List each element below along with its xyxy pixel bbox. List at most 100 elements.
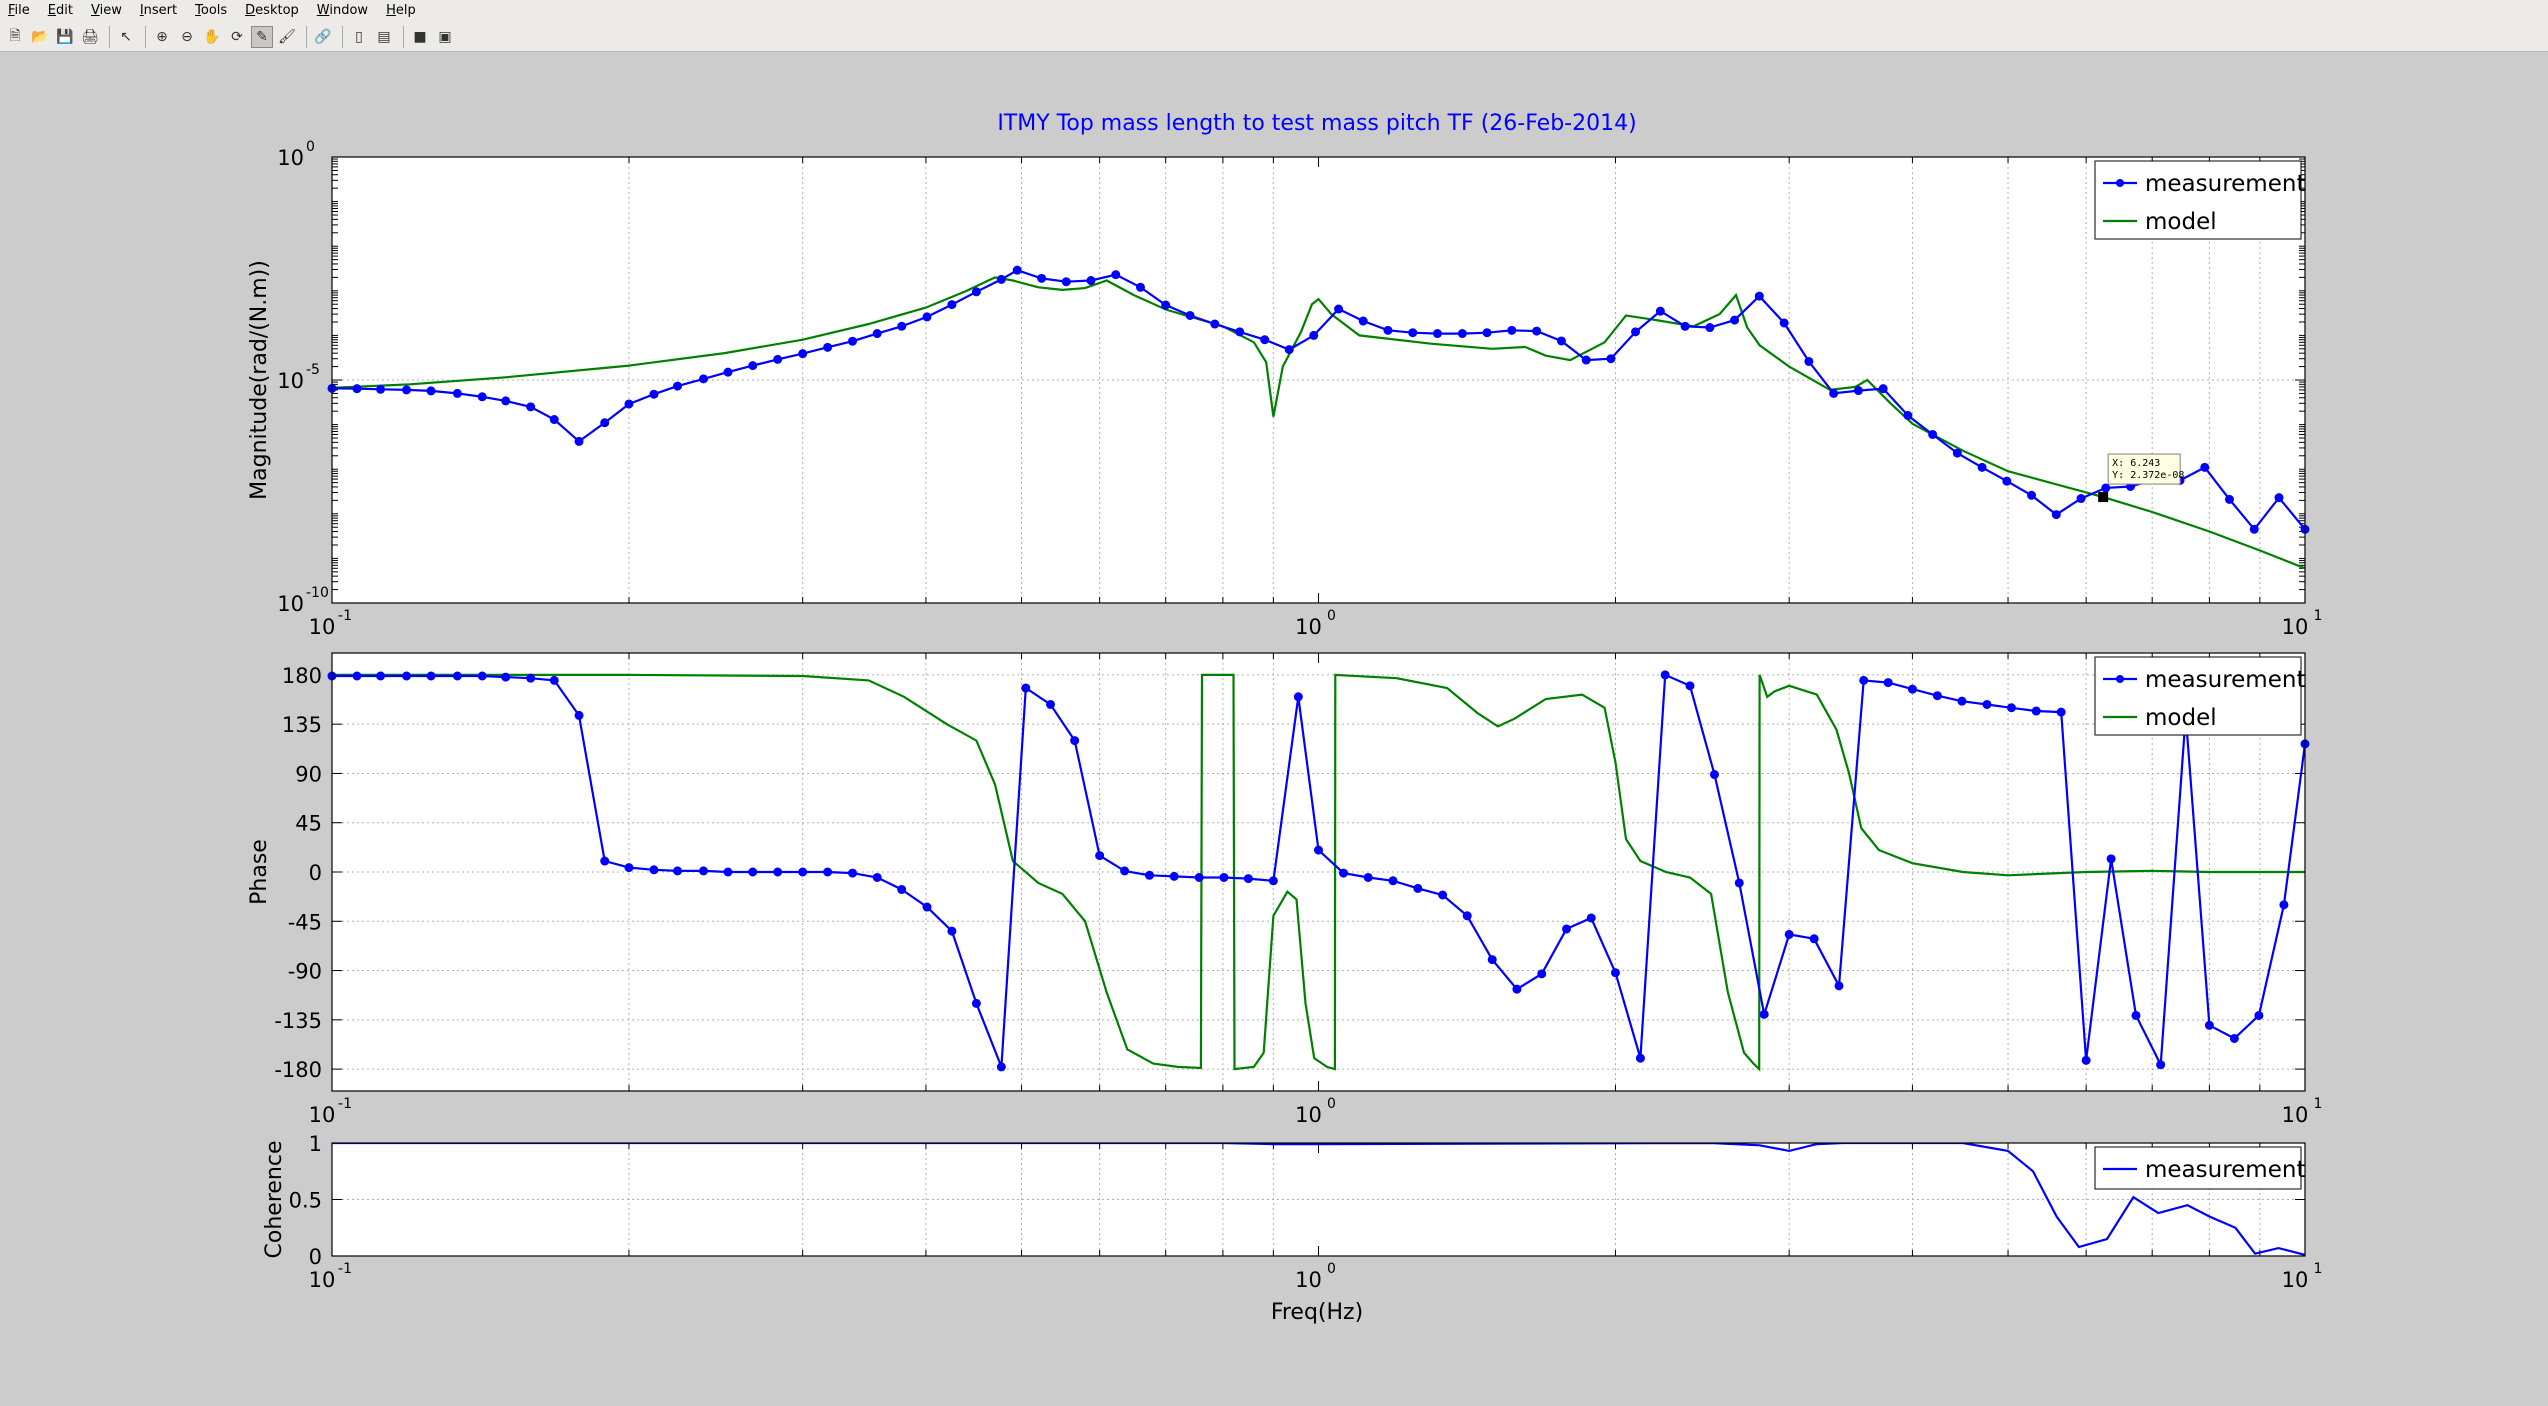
- measurement-marker: [1482, 328, 1492, 338]
- measurement-marker: [426, 671, 436, 681]
- legend-box[interactable]: measurement: [2094, 1146, 2305, 1190]
- measurement-marker: [848, 336, 858, 346]
- measurement-marker: [649, 865, 659, 875]
- measurement-marker: [1532, 326, 1542, 336]
- legend-icon[interactable]: ▤: [377, 28, 391, 45]
- zoom-in-icon[interactable]: ⊕: [156, 28, 168, 45]
- toolbar-separator: [306, 25, 307, 48]
- measurement-marker: [1046, 699, 1056, 709]
- measurement-marker: [624, 399, 634, 409]
- save-icon[interactable]: 💾: [56, 28, 74, 45]
- measurement-marker: [1293, 692, 1303, 702]
- y-tick-label: 10: [277, 146, 304, 170]
- measurement-marker: [376, 384, 386, 394]
- measurement-marker: [1635, 1053, 1645, 1063]
- toolbar: 🗎 📂 💾 🖨 ↖ ⊕ ⊖ ✋ ⟳ ✎ 🖌 🔗 ▯ ▤ ■ ▣: [0, 22, 2548, 52]
- measurement-marker: [698, 866, 708, 876]
- measurement-marker: [2101, 483, 2111, 493]
- legend-measurement-label: measurement: [2145, 171, 2305, 197]
- measurement-marker: [1779, 318, 1789, 328]
- menu-help[interactable]: Help: [386, 3, 416, 18]
- menu-file[interactable]: File: [8, 3, 30, 18]
- rotate-3d-icon[interactable]: ⟳: [231, 28, 243, 45]
- measurement-marker: [1660, 670, 1670, 680]
- measurement-marker: [1243, 874, 1253, 884]
- measurement-marker: [600, 856, 610, 866]
- y-tick-label: 10: [277, 369, 304, 393]
- zoom-out-icon[interactable]: ⊖: [181, 28, 193, 45]
- menu-tools[interactable]: Tools: [195, 3, 228, 18]
- measurement-marker: [1037, 273, 1047, 283]
- select-arrow-icon[interactable]: ↖: [120, 28, 132, 45]
- measurement-marker: [1268, 876, 1278, 886]
- measurement-marker: [1457, 329, 1467, 339]
- data-cursor-icon[interactable]: ✎: [251, 25, 273, 48]
- x-tick-label: 10: [1295, 1268, 1322, 1292]
- measurement-marker: [1586, 913, 1596, 923]
- measurement-marker: [352, 384, 362, 394]
- measurement-marker: [1512, 984, 1522, 994]
- measurement-marker: [1388, 876, 1398, 886]
- measurement-marker: [1932, 691, 1942, 701]
- menu-view[interactable]: View: [90, 3, 122, 18]
- model-line: [332, 276, 2305, 570]
- measurement-marker: [1219, 872, 1229, 882]
- measurement-marker: [2229, 1033, 2239, 1043]
- open-file-icon[interactable]: 📂: [31, 28, 49, 45]
- measurement-marker: [1507, 325, 1517, 335]
- link-plot-icon[interactable]: 🔗: [314, 28, 332, 45]
- measurement-marker: [501, 672, 511, 682]
- hide-plot-tools-icon[interactable]: ■: [413, 28, 427, 45]
- measurement-marker: [1334, 304, 1344, 314]
- measurement-marker: [1903, 410, 1913, 420]
- measurement-marker: [947, 300, 957, 310]
- measurement-marker: [698, 374, 708, 384]
- measurement-marker: [1730, 315, 1740, 325]
- measurement-marker: [673, 866, 683, 876]
- measurement-marker: [600, 418, 610, 428]
- colorbar-icon[interactable]: ▯: [355, 28, 363, 45]
- measurement-marker: [1408, 328, 1418, 338]
- y-axis-label: Magnitude(rad/(N.m)): [247, 260, 272, 500]
- legend-measurement-marker: [2116, 179, 2124, 187]
- menu-insert[interactable]: Insert: [139, 3, 178, 18]
- x-tick-label: 10: [1295, 615, 1322, 639]
- measurement-marker: [1462, 911, 1472, 921]
- measurement-marker: [2051, 510, 2061, 520]
- pan-hand-icon[interactable]: ✋: [203, 28, 221, 45]
- model-line: [332, 673, 2305, 1072]
- menu-window[interactable]: Window: [316, 3, 369, 18]
- measurement-marker: [1235, 327, 1245, 337]
- axes-border: [331, 1142, 2306, 1257]
- measurement-marker: [922, 902, 932, 912]
- x-tick-exponent: -1: [338, 1261, 352, 1277]
- measurement-marker: [1169, 871, 1179, 881]
- measurement-marker: [1194, 872, 1204, 882]
- legend-box[interactable]: measurement model: [2094, 656, 2305, 736]
- measurement-marker: [1982, 699, 1992, 709]
- measurement-marker: [501, 396, 511, 406]
- new-figure-icon[interactable]: 🗎: [9, 27, 21, 44]
- measurement-marker: [452, 671, 462, 681]
- measurement-marker: [748, 361, 758, 371]
- menu-desktop[interactable]: Desktop: [245, 3, 299, 18]
- print-icon[interactable]: 🖨: [81, 28, 99, 45]
- measurement-marker: [1759, 1009, 1769, 1019]
- measurement-marker: [2081, 1055, 2091, 1065]
- measurement-marker: [1363, 872, 1373, 882]
- menu-edit[interactable]: Edit: [47, 3, 73, 18]
- y-tick-label: -180: [274, 1058, 322, 1082]
- measurement-marker: [1210, 319, 1220, 329]
- x-tick-label: 10: [309, 615, 336, 639]
- legend-box[interactable]: measurement model: [2094, 160, 2305, 240]
- measurement-marker: [1606, 354, 1616, 364]
- y-tick-label: 45: [295, 812, 322, 836]
- brush-icon[interactable]: 🖌: [278, 28, 296, 45]
- measurement-marker: [376, 671, 386, 681]
- data-tip-y-text: Y: 2.372e-08: [2112, 470, 2184, 481]
- phase-axes[interactable]: 10 -1 10 0 10 118013590450-45-90-135-180Phase…: [247, 652, 2322, 1127]
- show-plot-tools-icon[interactable]: ▣: [438, 28, 452, 45]
